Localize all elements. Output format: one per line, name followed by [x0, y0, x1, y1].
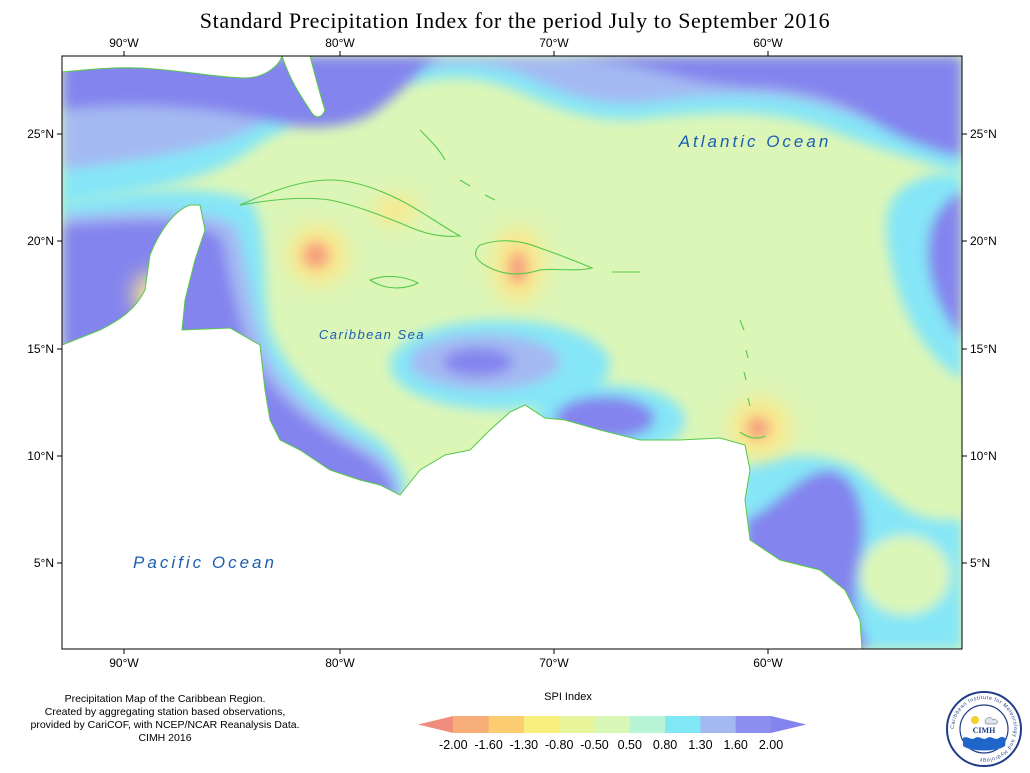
lon-label-bottom-70w: 70°W — [539, 656, 569, 670]
legend-break-label: 1.30 — [688, 738, 712, 752]
cimh-logo: Caribbean Institute for Meteorology and … — [946, 691, 1022, 767]
legend-break-label: -1.60 — [474, 738, 503, 752]
spi-very-dry-spot-3 — [747, 417, 769, 439]
legend-swatch — [523, 716, 560, 733]
atlantic-ocean-label: Atlantic Ocean — [678, 132, 832, 151]
legend-bar — [418, 716, 807, 733]
map-area: Atlantic Ocean Caribbean Sea Pacific Oce… — [62, 56, 962, 649]
spi-normal-guianas — [860, 535, 950, 615]
spi-very-wet-zone-ne — [560, 56, 962, 158]
lon-label-top-70w: 70°W — [539, 36, 569, 50]
legend-arrow-right — [771, 716, 807, 733]
credit-line-1: Precipitation Map of the Caribbean Regio… — [64, 693, 266, 705]
map-frame — [61, 55, 963, 650]
island-bahamas — [419, 129, 496, 201]
legend: SPI Index -2.00 -1.60 -1.30 -0.80 -0.50 0.50 0… — [418, 691, 807, 752]
map-title: Standard Precipitation Index for the per… — [199, 8, 831, 33]
legend-break-label: 2.00 — [759, 738, 783, 752]
legend-swatch — [629, 716, 666, 733]
lat-label-left-20n: 20°N — [27, 234, 54, 248]
credit-line-3: provided by CariCOF, with NCEP/NCAR Rean… — [30, 719, 300, 731]
lat-label-left-10n: 10°N — [27, 449, 54, 463]
island-hispaniola — [475, 240, 594, 275]
logo-text: CIMH — [973, 726, 996, 735]
legend-swatch — [665, 716, 701, 733]
lon-label-bottom-80w: 80°W — [325, 656, 355, 670]
lat-label-right-10n: 10°N — [970, 449, 997, 463]
lon-label-top-60w: 60°W — [753, 36, 783, 50]
lon-label-bottom-60w: 60°W — [753, 656, 783, 670]
caribbean-sea-label: Caribbean Sea — [319, 327, 425, 342]
land-florida — [281, 56, 326, 118]
island-outlines — [239, 129, 766, 439]
lat-label-left-15n: 15°N — [27, 342, 54, 356]
legend-break-label: -0.50 — [580, 738, 609, 752]
legend-title: SPI Index — [544, 691, 592, 703]
lat-label-right-15n: 15°N — [970, 342, 997, 356]
credit-line-4: CIMH 2016 — [138, 732, 192, 744]
spi-very-wet-zone-nw — [62, 56, 440, 127]
spi-very-wet-zone-east — [927, 190, 962, 340]
lat-label-right-5n: 5°N — [970, 556, 990, 570]
land-central-south-america — [62, 204, 863, 649]
lat-label-right-25n: 25°N — [970, 127, 997, 141]
tick-marks — [57, 51, 967, 654]
sun-icon — [971, 716, 979, 724]
lon-label-bottom-90w: 90°W — [109, 656, 139, 670]
island-jamaica — [368, 275, 420, 289]
lon-label-top-80w: 80°W — [325, 36, 355, 50]
credit-line-2: Created by aggregating station based obs… — [44, 706, 286, 718]
legend-break-label: 1.60 — [724, 738, 748, 752]
spi-very-wet-central — [443, 348, 513, 376]
cloud-icon — [984, 717, 998, 725]
legend-swatch — [488, 716, 525, 733]
spi-very-dry-spot-1 — [303, 242, 329, 268]
legend-break-label: 0.80 — [653, 738, 677, 752]
legend-break-label: -0.80 — [545, 738, 574, 752]
island-cuba — [239, 179, 462, 237]
legend-swatch — [735, 716, 772, 733]
legend-arrow-left — [418, 716, 454, 733]
legend-break-label: 0.50 — [618, 738, 642, 752]
land-masses — [62, 56, 863, 649]
lat-label-left-5n: 5°N — [34, 556, 54, 570]
legend-swatch — [559, 716, 595, 733]
spi-dry-cuba — [373, 196, 417, 224]
island-trinidad — [739, 431, 766, 439]
legend-labels: -2.00 -1.60 -1.30 -0.80 -0.50 0.50 0.80 1.30 1.6… — [439, 738, 783, 752]
spi-very-dry-spot-2 — [509, 252, 527, 284]
legend-swatch — [453, 716, 490, 733]
land-north — [62, 56, 283, 79]
lat-label-right-20n: 20°N — [970, 234, 997, 248]
lat-label-left-25n: 25°N — [27, 127, 54, 141]
legend-break-label: -2.00 — [439, 738, 468, 752]
lon-label-top-90w: 90°W — [109, 36, 139, 50]
island-lesser-antilles — [739, 319, 751, 407]
credit-block: Precipitation Map of the Caribbean Regio… — [20, 693, 310, 745]
water-icon — [963, 736, 1006, 751]
pacific-ocean-label: Pacific Ocean — [133, 553, 277, 572]
legend-break-label: -1.30 — [510, 738, 539, 752]
legend-swatch — [594, 716, 631, 733]
legend-swatch — [700, 716, 737, 733]
